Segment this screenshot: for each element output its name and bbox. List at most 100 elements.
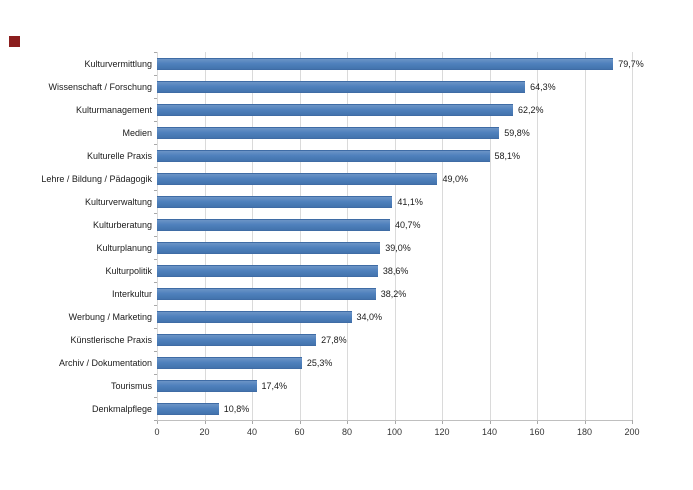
x-tick-label: 0 [154, 427, 160, 437]
y-axis-tick [154, 305, 157, 306]
category-label: Lehre / Bildung / Pädagogik [41, 173, 152, 184]
x-tick-label: 40 [246, 427, 258, 437]
y-axis-tick [154, 190, 157, 191]
gridline [299, 52, 301, 420]
x-tick-label: 200 [624, 427, 640, 437]
x-tick-label: 60 [294, 427, 305, 437]
y-axis-tick [154, 52, 157, 53]
bar [157, 356, 302, 369]
x-tick-label: 100 [386, 427, 403, 437]
bar [157, 379, 257, 392]
y-axis-tick [154, 167, 157, 168]
x-axis-tick [489, 420, 491, 424]
bar [157, 333, 317, 346]
bar [157, 126, 500, 139]
y-axis-tick [154, 121, 157, 122]
bar [157, 287, 376, 300]
bar [157, 264, 378, 277]
gridline [489, 52, 491, 420]
category-label: Kulturmanagement [75, 104, 152, 115]
category-label: Interkultur [111, 288, 152, 299]
x-axis-tick [584, 420, 586, 424]
gridline [537, 52, 538, 420]
category-label: Werbung / Marketing [68, 311, 152, 322]
category-label: Wissenschaft / Forschung [48, 81, 152, 92]
category-label: Kulturpolitik [105, 265, 152, 276]
value-label: 34,0% [356, 311, 383, 322]
category-label: Kulturvermittlung [84, 58, 152, 69]
x-tick-label: 80 [341, 427, 353, 437]
x-axis-line [157, 420, 632, 421]
category-label: Denkmalpflege [91, 403, 152, 414]
value-label: 38,2% [380, 288, 407, 299]
value-label: 62,2% [518, 104, 544, 115]
x-axis-tick [632, 420, 633, 424]
bar [157, 149, 490, 162]
y-axis-tick [154, 236, 157, 237]
y-axis-tick [154, 328, 157, 329]
bar [157, 218, 390, 231]
y-axis-tick [154, 98, 157, 99]
gridline [204, 52, 206, 420]
x-tick-label: 20 [199, 427, 210, 437]
category-label: Kulturelle Praxis [86, 150, 152, 161]
y-axis-tick [154, 75, 157, 76]
x-tick-label: 120 [434, 427, 450, 437]
value-label: 40,7% [394, 219, 421, 230]
x-axis-tick [157, 420, 158, 424]
y-axis-tick [154, 420, 157, 421]
x-tick-label: 180 [576, 427, 593, 437]
category-label: Kulturberatung [92, 219, 152, 230]
gridline [394, 52, 396, 420]
value-label: 58,1% [494, 150, 521, 161]
value-label: 17,4% [261, 380, 288, 391]
gridline [584, 52, 586, 420]
value-label: 64,3% [530, 81, 556, 92]
bar [157, 310, 352, 323]
value-label: 10,8% [223, 403, 250, 414]
category-label: Medien [122, 127, 152, 138]
x-axis-tick [537, 420, 538, 424]
x-axis-tick [347, 420, 348, 424]
y-axis-tick [154, 374, 157, 375]
bar [157, 195, 393, 208]
y-axis-line [157, 52, 158, 420]
bar [157, 80, 526, 93]
bar [157, 172, 438, 185]
value-label: 27,8% [321, 334, 347, 345]
x-axis-tick [204, 420, 206, 424]
y-axis-tick [154, 144, 157, 145]
gridline [347, 52, 348, 420]
bar [157, 57, 614, 70]
value-label: 39,0% [385, 242, 411, 253]
x-axis-tick [442, 420, 443, 424]
gridline [632, 52, 633, 420]
x-axis-tick [299, 420, 301, 424]
corner-mark [9, 36, 20, 47]
value-label: 49,0% [442, 173, 469, 184]
x-axis-tick [394, 420, 396, 424]
category-label: Kulturplanung [96, 242, 152, 253]
bar-chart: 0 20 40 60 80 100 120 140 160 180 200 Kulturvermitt… [41, 52, 644, 437]
y-axis-tick [154, 282, 157, 283]
gridline [442, 52, 443, 420]
value-label: 41,1% [397, 196, 423, 207]
category-label: Archiv / Dokumentation [58, 357, 152, 368]
x-tick-label: 160 [529, 427, 545, 437]
value-label: 38,6% [382, 265, 409, 276]
bar [157, 241, 381, 254]
y-axis-tick [154, 351, 157, 352]
y-axis-tick [154, 259, 157, 260]
category-label: Künstlerische Praxis [70, 334, 152, 345]
bar [157, 402, 219, 415]
value-label: 79,7% [618, 58, 644, 69]
y-axis-tick [154, 213, 157, 214]
category-label: Tourismus [110, 380, 152, 391]
value-label: 59,8% [504, 127, 530, 138]
bar [157, 103, 513, 116]
x-axis-tick [252, 420, 253, 424]
category-label: Kulturverwaltung [84, 196, 152, 207]
y-axis-tick [154, 397, 157, 398]
gridline [252, 52, 253, 420]
